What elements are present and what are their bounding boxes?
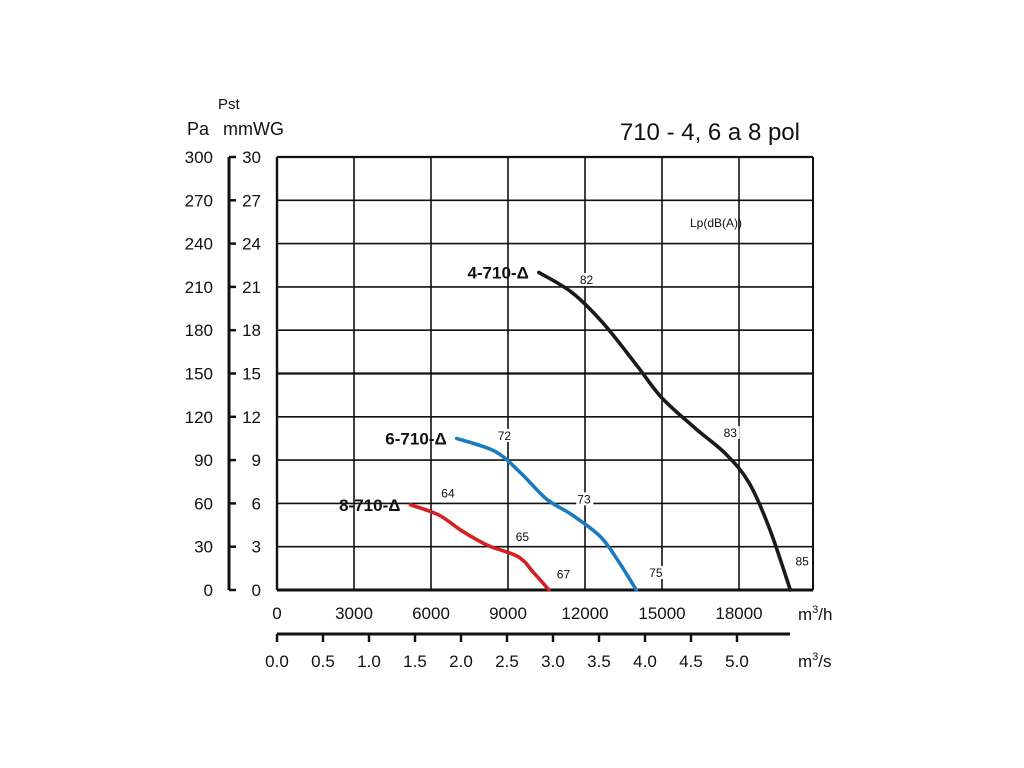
noise-label-bg [648, 566, 666, 580]
pa-tick-label: 30 [194, 538, 213, 557]
series-label-1: 4-710-Δ [467, 263, 528, 282]
y-quantity-label: Pst [218, 96, 241, 113]
m3h-tick-label: 3000 [335, 604, 373, 623]
series-label-2: 6-710-Δ [385, 429, 446, 448]
m3h-tick-label: 18000 [715, 604, 762, 623]
mmwg-tick-label: 21 [242, 278, 261, 297]
y-unit-pa-label: Pa [187, 119, 210, 139]
pa-tick-label: 240 [185, 235, 213, 254]
noise-level-label: 73 [577, 492, 591, 506]
m3s-tick-label: 1.0 [357, 652, 381, 671]
mmwg-tick-label: 6 [252, 494, 261, 513]
mmwg-tick-label: 12 [242, 408, 261, 427]
noise-label-bg [794, 554, 812, 568]
pa-tick-label: 210 [185, 278, 213, 297]
noise-level-annotation: Lp(dB(A)) [690, 216, 742, 230]
noise-level-label: 85 [795, 554, 809, 568]
m3s-tick-label: 4.0 [633, 652, 657, 671]
tick-labels: 3002702402101801501209060300302724211815… [185, 148, 763, 671]
pa-tick-label: 90 [194, 451, 213, 470]
noise-level-label: 64 [441, 487, 455, 501]
pa-tick-label: 120 [185, 408, 213, 427]
noise-label-bg [555, 567, 573, 581]
noise-level-label: 75 [649, 566, 663, 580]
mmwg-tick-label: 30 [242, 148, 261, 167]
chart-title: 710 - 4, 6 a 8 pol [620, 119, 800, 146]
m3s-tick-label: 3.0 [541, 652, 565, 671]
m3s-tick-label: 0.0 [265, 652, 289, 671]
y-unit-mmwg-label: mmWG [223, 119, 284, 139]
m3h-tick-label: 0 [272, 604, 281, 623]
pa-tick-label: 0 [204, 581, 213, 600]
series-layer: 4-710-Δ 82 83 85 6-710-Δ 72 73 75 8-710-Δ 64 65 67 [339, 263, 812, 592]
noise-label-bg [496, 428, 514, 442]
noise-level-label: 82 [580, 273, 594, 287]
noise-level-label: 72 [498, 429, 512, 443]
noise-label-bg [722, 426, 740, 440]
pa-tick-label: 180 [185, 321, 213, 340]
mmwg-tick-label: 9 [252, 451, 261, 470]
x-unit-m3h-label: m3/h [798, 604, 832, 624]
noise-label-bg [578, 273, 596, 287]
m3h-tick-label: 9000 [489, 604, 527, 623]
mmwg-tick-label: 27 [242, 191, 261, 210]
pa-tick-label: 300 [185, 148, 213, 167]
m3s-tick-label: 0.5 [311, 652, 335, 671]
noise-label-bg [514, 529, 532, 543]
mmwg-tick-label: 24 [242, 235, 261, 254]
series-curve-2 [454, 436, 639, 592]
m3h-tick-label: 12000 [561, 604, 608, 623]
noise-level-label: 65 [516, 530, 530, 544]
m3s-tick-label: 3.5 [587, 652, 611, 671]
pa-tick-label: 60 [194, 494, 213, 513]
mmwg-tick-label: 3 [252, 538, 261, 557]
series-curve-1 [537, 270, 793, 592]
m3s-tick-label: 2.5 [495, 652, 519, 671]
mmwg-tick-label: 15 [242, 365, 261, 384]
m3s-tick-label: 2.0 [449, 652, 473, 671]
pa-tick-label: 270 [185, 191, 213, 210]
noise-label-bg [440, 486, 458, 500]
noise-label-bg [576, 492, 594, 506]
x-unit-m3s-label: m3/s [798, 651, 832, 671]
noise-level-label: 83 [724, 426, 738, 440]
m3s-tick-label: 1.5 [403, 652, 427, 671]
m3h-tick-label: 15000 [638, 604, 685, 623]
noise-level-label: 67 [557, 567, 571, 581]
series-label-3: 8-710-Δ [339, 496, 400, 515]
m3s-tick-label: 4.5 [679, 652, 703, 671]
axes [227, 155, 813, 642]
series-curve-3 [408, 503, 551, 592]
m3s-tick-label: 5.0 [725, 652, 749, 671]
mmwg-tick-label: 18 [242, 321, 261, 340]
m3h-tick-label: 6000 [412, 604, 450, 623]
pa-tick-label: 150 [185, 365, 213, 384]
mmwg-tick-label: 0 [252, 581, 261, 600]
